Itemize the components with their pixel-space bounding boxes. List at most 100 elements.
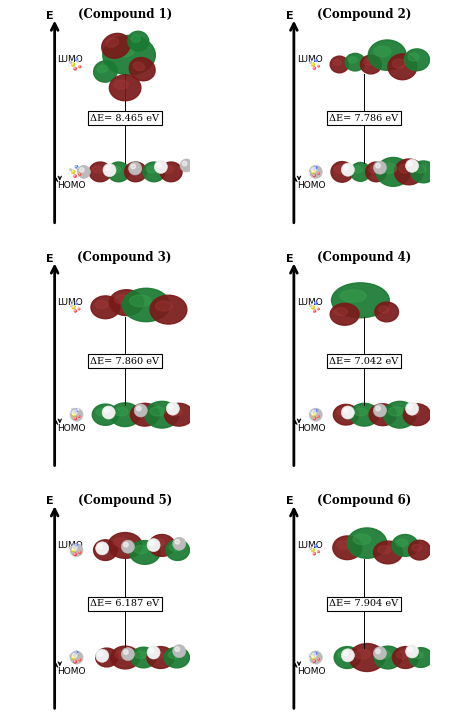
Circle shape bbox=[318, 658, 319, 659]
Circle shape bbox=[68, 658, 70, 660]
Ellipse shape bbox=[374, 46, 391, 56]
Text: (Compound 1): (Compound 1) bbox=[78, 9, 172, 22]
Circle shape bbox=[315, 167, 316, 168]
Ellipse shape bbox=[365, 162, 387, 182]
Ellipse shape bbox=[407, 408, 419, 416]
Circle shape bbox=[311, 410, 316, 415]
Text: E: E bbox=[286, 253, 293, 264]
Circle shape bbox=[73, 175, 77, 178]
Ellipse shape bbox=[345, 53, 365, 71]
Circle shape bbox=[68, 173, 70, 174]
Circle shape bbox=[72, 410, 77, 415]
Ellipse shape bbox=[96, 409, 108, 416]
Ellipse shape bbox=[364, 58, 373, 66]
Ellipse shape bbox=[95, 300, 108, 308]
Ellipse shape bbox=[350, 404, 379, 426]
Circle shape bbox=[70, 61, 71, 62]
Circle shape bbox=[166, 402, 179, 415]
Ellipse shape bbox=[110, 43, 134, 57]
Ellipse shape bbox=[412, 651, 423, 658]
Ellipse shape bbox=[92, 404, 118, 425]
Ellipse shape bbox=[97, 65, 108, 73]
Ellipse shape bbox=[330, 303, 359, 325]
Ellipse shape bbox=[347, 528, 387, 558]
Circle shape bbox=[74, 310, 77, 313]
Ellipse shape bbox=[115, 295, 130, 304]
Circle shape bbox=[156, 162, 161, 168]
Circle shape bbox=[74, 68, 75, 69]
Circle shape bbox=[175, 647, 180, 651]
Ellipse shape bbox=[111, 166, 121, 173]
Ellipse shape bbox=[396, 539, 408, 547]
Text: HOMO: HOMO bbox=[297, 667, 325, 676]
Circle shape bbox=[73, 414, 74, 415]
Circle shape bbox=[313, 66, 316, 69]
Text: E: E bbox=[46, 253, 54, 264]
Text: ΔE= 7.042 eV: ΔE= 7.042 eV bbox=[329, 357, 399, 365]
Circle shape bbox=[308, 550, 310, 552]
Circle shape bbox=[169, 404, 173, 409]
Circle shape bbox=[74, 661, 75, 662]
Circle shape bbox=[310, 169, 311, 170]
Ellipse shape bbox=[335, 308, 347, 316]
Circle shape bbox=[311, 63, 315, 66]
Circle shape bbox=[78, 308, 79, 309]
Ellipse shape bbox=[399, 164, 412, 173]
Circle shape bbox=[71, 548, 75, 552]
Circle shape bbox=[72, 408, 73, 410]
Ellipse shape bbox=[92, 166, 102, 173]
Ellipse shape bbox=[383, 401, 416, 428]
Ellipse shape bbox=[93, 540, 117, 560]
Circle shape bbox=[182, 161, 187, 166]
Ellipse shape bbox=[415, 165, 426, 173]
Ellipse shape bbox=[330, 56, 348, 73]
Circle shape bbox=[314, 417, 315, 419]
Ellipse shape bbox=[130, 404, 159, 426]
Circle shape bbox=[310, 62, 311, 63]
Circle shape bbox=[310, 547, 311, 548]
Ellipse shape bbox=[96, 648, 118, 667]
Ellipse shape bbox=[334, 647, 360, 669]
Text: ΔE= 8.465 eV: ΔE= 8.465 eV bbox=[90, 113, 159, 123]
Circle shape bbox=[313, 417, 316, 419]
Circle shape bbox=[311, 170, 315, 174]
Circle shape bbox=[406, 160, 419, 173]
Ellipse shape bbox=[169, 408, 182, 416]
Circle shape bbox=[75, 58, 78, 61]
Circle shape bbox=[78, 416, 79, 417]
Ellipse shape bbox=[97, 544, 108, 551]
Circle shape bbox=[68, 65, 70, 66]
Circle shape bbox=[77, 546, 79, 548]
Circle shape bbox=[79, 551, 81, 554]
Circle shape bbox=[313, 552, 316, 555]
Circle shape bbox=[78, 308, 80, 310]
Circle shape bbox=[374, 647, 386, 660]
Circle shape bbox=[208, 160, 212, 165]
Circle shape bbox=[310, 654, 312, 656]
Circle shape bbox=[313, 174, 316, 177]
Circle shape bbox=[175, 539, 180, 544]
Circle shape bbox=[75, 651, 77, 653]
Circle shape bbox=[344, 165, 348, 170]
Circle shape bbox=[318, 308, 319, 309]
Circle shape bbox=[75, 165, 78, 168]
Ellipse shape bbox=[369, 404, 396, 426]
Circle shape bbox=[308, 173, 310, 174]
Circle shape bbox=[310, 412, 311, 413]
Circle shape bbox=[72, 549, 73, 550]
Ellipse shape bbox=[135, 651, 146, 658]
Circle shape bbox=[137, 406, 141, 411]
Circle shape bbox=[73, 67, 77, 70]
Circle shape bbox=[121, 648, 135, 661]
Circle shape bbox=[310, 547, 312, 549]
Ellipse shape bbox=[375, 302, 399, 322]
Circle shape bbox=[79, 659, 80, 660]
Text: LUMO: LUMO bbox=[297, 541, 322, 550]
Circle shape bbox=[80, 168, 84, 173]
Ellipse shape bbox=[378, 651, 391, 658]
Ellipse shape bbox=[388, 406, 403, 416]
Ellipse shape bbox=[369, 166, 378, 173]
Ellipse shape bbox=[368, 40, 406, 70]
Circle shape bbox=[72, 413, 75, 417]
Text: LUMO: LUMO bbox=[297, 56, 322, 64]
